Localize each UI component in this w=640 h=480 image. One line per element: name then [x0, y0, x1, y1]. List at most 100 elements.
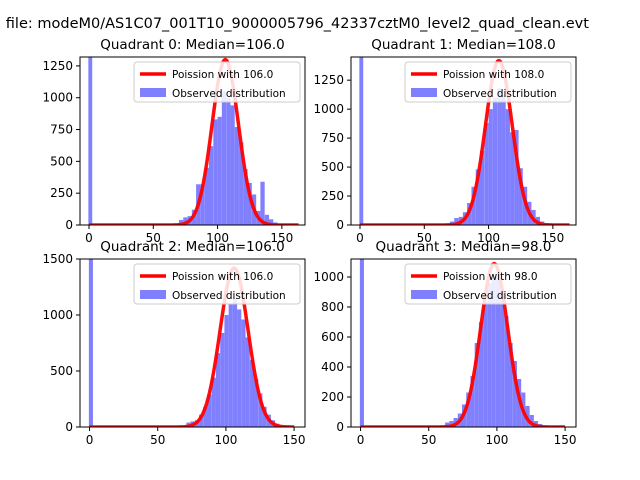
histogram-bar — [474, 343, 479, 427]
histogram-bar — [508, 343, 513, 427]
y-tick-label: 0 — [65, 218, 73, 232]
legend: Poission with 106.0 Observed distribution — [133, 263, 301, 305]
histogram-bar-spike — [88, 259, 93, 427]
histogram-bar — [260, 181, 265, 225]
legend-hist-label: Observed distribution — [172, 88, 286, 100]
y-tick-label: 400 — [321, 360, 344, 374]
legend-box — [133, 263, 301, 305]
histogram-bar — [179, 219, 184, 225]
histogram-bar — [504, 316, 509, 427]
y-tick-label: 750 — [321, 131, 344, 145]
histogram-bar — [505, 109, 510, 225]
histogram-bar — [217, 116, 222, 225]
x-tick-label: 50 — [150, 433, 165, 447]
subplot-1: 0 50 100 150 0 250 500 750 1000 1250 Quadrant 1: M… — [313, 37, 577, 245]
histogram-bar — [199, 414, 204, 427]
histogram-bar — [213, 119, 218, 225]
subplot-title: Quadrant 1: Median=108.0 — [371, 37, 555, 53]
x-tick-label: 50 — [417, 231, 432, 245]
poisson-curve — [359, 58, 571, 225]
legend-line-label: Poission with 106.0 — [172, 69, 273, 81]
histogram-bar — [204, 167, 209, 225]
histogram-bar — [487, 283, 492, 427]
histogram-bar — [203, 406, 208, 427]
histogram-bar — [221, 91, 227, 225]
x-tick-label: 100 — [477, 231, 500, 245]
histogram-bar — [207, 394, 212, 427]
histogram-bar — [232, 298, 238, 427]
y-tick-label: 200 — [321, 390, 344, 404]
histogram-bar — [234, 127, 239, 225]
histogram-bar — [264, 214, 270, 225]
legend-hist-label: Observed distribution — [443, 290, 557, 302]
y-tick-label: 1250 — [42, 59, 73, 73]
y-tick-label: 1000 — [42, 91, 73, 105]
plot-area — [88, 259, 295, 427]
x-tick-label: 0 — [85, 231, 93, 245]
histogram-bar — [245, 337, 250, 427]
histogram-bar — [230, 105, 235, 225]
axes-frame — [350, 258, 577, 428]
histogram-bar — [512, 361, 517, 427]
histogram-bar — [478, 322, 484, 427]
legend-hist-label: Observed distribution — [443, 88, 557, 100]
histogram-bar-spike — [88, 57, 93, 225]
legend-hist-swatch — [411, 88, 437, 97]
y-tick-label: 500 — [50, 154, 73, 168]
histogram-bar — [269, 219, 274, 225]
histogram-bar — [479, 150, 485, 225]
legend: Poission with 106.0 Observed distribution — [133, 61, 301, 103]
histogram-bar — [208, 146, 214, 225]
axes-frame — [79, 56, 306, 226]
histogram-bar — [247, 183, 252, 225]
legend-line-label: Poission with 98.0 — [443, 271, 538, 283]
plot-area — [359, 57, 571, 225]
x-tick-label: 150 — [270, 231, 293, 245]
histogram-bar — [215, 353, 221, 427]
y-tick-label: 1250 — [313, 73, 344, 87]
x-tick-label: 150 — [541, 231, 564, 245]
figure-suptitle: n file: modeM0/AS1C07_001T10_9000005796_… — [0, 16, 589, 32]
histogram-bar — [228, 303, 233, 427]
y-tick-label: 0 — [336, 218, 344, 232]
histogram-bar — [491, 277, 496, 427]
x-tick-label: 0 — [86, 433, 94, 447]
histogram-bar — [211, 377, 216, 427]
histogram-bar-spike — [359, 57, 364, 225]
histogram-bar — [241, 319, 246, 427]
histogram-bar — [258, 393, 263, 427]
y-tick-label: 250 — [321, 189, 344, 203]
legend-line-label: Poission with 108.0 — [443, 69, 544, 81]
x-tick-label: 50 — [421, 433, 436, 447]
histogram-bar — [454, 218, 459, 225]
plot-area — [359, 259, 566, 427]
histogram-bar — [495, 274, 501, 427]
histogram-bar — [466, 392, 471, 427]
y-tick-label: 600 — [321, 330, 344, 344]
histogram-bar — [514, 129, 519, 225]
histogram-bar — [226, 97, 231, 225]
plot-area — [88, 57, 300, 225]
histogram-bar — [200, 184, 205, 225]
legend: Poission with 108.0 Observed distribution — [404, 61, 572, 103]
legend: Poission with 98.0 Observed distribution — [404, 263, 572, 305]
histogram-bar — [501, 95, 506, 225]
y-tick-label: 1500 — [42, 252, 73, 266]
y-tick-label: 500 — [321, 160, 344, 174]
x-tick-label: 150 — [283, 433, 306, 447]
histogram-bar — [183, 217, 188, 225]
y-tick-label: 1000 — [42, 308, 73, 322]
y-tick-label: 750 — [50, 123, 73, 137]
histogram-bar — [492, 97, 498, 225]
histogram-bar — [510, 132, 515, 225]
legend-hist-label: Observed distribution — [172, 290, 286, 302]
histogram-bar — [529, 415, 534, 427]
histogram-bar — [518, 168, 523, 225]
histogram-bar — [254, 378, 259, 427]
y-tick-label: 250 — [50, 186, 73, 200]
y-tick-label: 1000 — [313, 102, 344, 116]
histogram-bar — [470, 376, 475, 427]
histogram-bar — [483, 302, 488, 427]
histogram-bar — [224, 315, 229, 427]
